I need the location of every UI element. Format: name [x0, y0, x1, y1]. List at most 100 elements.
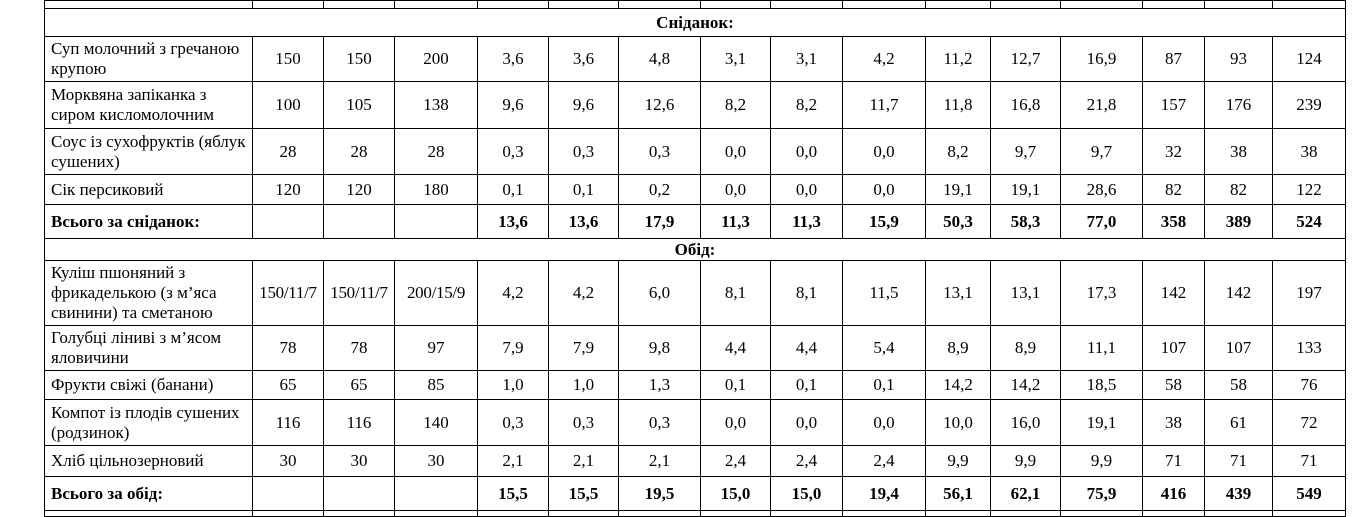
value-cell: 78: [323, 325, 395, 371]
value-cell: 116: [323, 399, 395, 446]
value-cell: 7,9: [477, 325, 549, 371]
dish-name: Морквяна запіканка з сиром кисломолочним: [44, 81, 253, 129]
total-value: 15,5: [477, 476, 549, 511]
empty-cell: [925, 0, 991, 9]
dish-row: Голубці ліниві з м’ясом яловичини 78 78 97 7…: [44, 325, 1346, 371]
empty-cell: [842, 0, 926, 9]
value-cell: 4,8: [618, 36, 701, 82]
value-cell: 105: [323, 81, 395, 129]
value-cell: 11,2: [925, 36, 991, 82]
value-cell: 0,3: [477, 128, 549, 175]
value-cell: 13,1: [925, 260, 991, 326]
value-cell: 18,5: [1060, 370, 1143, 400]
value-cell: 2,1: [477, 445, 549, 477]
value-cell: 30: [252, 445, 324, 477]
value-cell: 10,0: [925, 399, 991, 446]
total-value: 19,4: [842, 476, 926, 511]
total-value: 15,9: [842, 204, 926, 239]
total-value: 416: [1142, 476, 1205, 511]
value-cell: 2,1: [618, 445, 701, 477]
dish-row: Фрукти свіжі (банани) 65 65 85 1,0 1,0 1,3 0,1 0…: [44, 370, 1346, 400]
total-value: 62,1: [990, 476, 1061, 511]
value-cell: 0,1: [842, 370, 926, 400]
empty-cell: [1060, 0, 1143, 9]
value-cell: 150/11/7: [323, 260, 395, 326]
dish-name: Сік персиковий: [44, 174, 253, 205]
dish-row: Суп молочний з гречаною крупою 150 150 200 3…: [44, 36, 1346, 82]
total-row: Всього за обід: 15,5 15,5 19,5 15,0 15,0 19,4 5…: [44, 476, 1346, 511]
value-cell: 12,7: [990, 36, 1061, 82]
value-cell: 0,1: [700, 370, 771, 400]
dish-row: Соус із сухофруктів (яблук сушених) 28 28 2…: [44, 128, 1346, 175]
value-cell: 1,0: [477, 370, 549, 400]
value-cell: 9,8: [618, 325, 701, 371]
value-cell: 11,7: [842, 81, 926, 129]
value-cell: 17,3: [1060, 260, 1143, 326]
empty-cell: [252, 204, 324, 239]
value-cell: 38: [1272, 128, 1346, 175]
empty-cell: [394, 204, 478, 239]
empty-cell: [323, 0, 395, 9]
value-cell: 11,8: [925, 81, 991, 129]
dish-name: Куліш пшоняний з фрикаделькою (з м’яса с…: [44, 260, 253, 326]
total-value: 549: [1272, 476, 1346, 511]
value-cell: 28: [394, 128, 478, 175]
dish-row: Куліш пшоняний з фрикаделькою (з м’яса с…: [44, 260, 1346, 326]
empty-cell: [1204, 0, 1273, 9]
empty-cell: [1272, 0, 1346, 9]
value-cell: 72: [1272, 399, 1346, 446]
dish-row: Хліб цільнозерновий 30 30 30 2,1 2,1 2,1 2,4 2,4…: [44, 445, 1346, 477]
value-cell: 116: [252, 399, 324, 446]
value-cell: 4,2: [548, 260, 619, 326]
total-row: Всього за сніданок: 13,6 13,6 17,9 11,3 11,3 1…: [44, 204, 1346, 239]
total-value: 13,6: [477, 204, 549, 239]
value-cell: 8,1: [770, 260, 843, 326]
value-cell: 0,3: [548, 128, 619, 175]
value-cell: 28: [323, 128, 395, 175]
total-value: 11,3: [770, 204, 843, 239]
value-cell: 150: [323, 36, 395, 82]
value-cell: 142: [1204, 260, 1273, 326]
value-cell: 9,9: [925, 445, 991, 477]
value-cell: 140: [394, 399, 478, 446]
value-cell: 0,3: [548, 399, 619, 446]
empty-cell: [394, 476, 478, 511]
value-cell: 21,8: [1060, 81, 1143, 129]
total-value: 13,6: [548, 204, 619, 239]
value-cell: 8,1: [700, 260, 771, 326]
value-cell: 3,6: [477, 36, 549, 82]
total-value: 58,3: [990, 204, 1061, 239]
value-cell: 2,1: [548, 445, 619, 477]
value-cell: 0,3: [477, 399, 549, 446]
section-title: Обід:: [44, 238, 1346, 261]
value-cell: 0,3: [618, 399, 701, 446]
value-cell: 9,6: [477, 81, 549, 129]
total-label: Всього за сніданок:: [44, 204, 253, 239]
table-body: Сніданок: Суп молочний з гречаною крупою 1…: [44, 0, 1346, 517]
value-cell: 82: [1142, 174, 1205, 205]
value-cell: 122: [1272, 174, 1346, 205]
value-cell: 9,7: [990, 128, 1061, 175]
total-value: 439: [1204, 476, 1273, 511]
total-value: 17,9: [618, 204, 701, 239]
empty-cell: [990, 0, 1061, 9]
total-value: 15,5: [548, 476, 619, 511]
value-cell: 61: [1204, 399, 1273, 446]
value-cell: 0,0: [700, 174, 771, 205]
total-value: 15,0: [770, 476, 843, 511]
value-cell: 97: [394, 325, 478, 371]
value-cell: 0,1: [770, 370, 843, 400]
value-cell: 9,6: [548, 81, 619, 129]
section-row: Сніданок:: [44, 8, 1346, 37]
value-cell: 0,0: [770, 128, 843, 175]
value-cell: 65: [323, 370, 395, 400]
value-cell: 19,1: [925, 174, 991, 205]
value-cell: 9,9: [990, 445, 1061, 477]
value-cell: 11,5: [842, 260, 926, 326]
value-cell: 0,0: [700, 128, 771, 175]
value-cell: 0,0: [842, 128, 926, 175]
value-cell: 200/15/9: [394, 260, 478, 326]
value-cell: 14,2: [990, 370, 1061, 400]
value-cell: 65: [252, 370, 324, 400]
value-cell: 6,0: [618, 260, 701, 326]
